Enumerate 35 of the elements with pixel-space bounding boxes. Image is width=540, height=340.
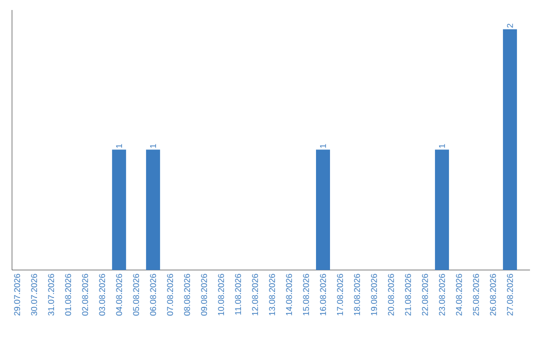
x-tick-label: 25.08.2026 [472,274,479,316]
x-tick-label: 02.08.2026 [82,274,88,316]
x-tick-label: 27.08.2026 [506,274,513,316]
x-tick-label: 24.08.2026 [456,274,462,316]
x-tick-label: 30.07.2026 [31,274,38,316]
x-tick-label: 12.08.2026 [252,274,258,316]
data-label: 1 [439,144,445,148]
x-tick-label: 29.07.2026 [14,274,20,316]
x-tick-label: 11.08.2026 [235,274,242,315]
x-tick-label: 21.08.2026 [404,274,411,316]
x-tick-label: 04.08.2026 [116,274,122,316]
x-tick-label: 01.08.2026 [65,274,72,316]
x-tick-label: 13.08.2026 [269,274,276,316]
x-tick-label: 31.07.2026 [48,274,54,316]
x-tick-label: 07.08.2026 [167,274,174,316]
x-tick-label: 19.08.2026 [371,274,377,316]
x-tick-label: 05.08.2026 [133,274,140,316]
x-tick-label: 18.08.2026 [354,274,360,316]
x-tick-label: 22.08.2026 [422,274,428,316]
data-label: 1 [150,144,156,148]
x-tick-label: 14.08.2026 [286,274,292,316]
x-tick-label: 10.08.2026 [218,274,224,316]
x-tick-label: 06.08.2026 [150,274,156,316]
x-tick-label: 08.08.2026 [184,274,190,316]
x-tick-label: 16.08.2026 [320,274,326,316]
data-label: 1 [320,144,326,148]
x-tick-label: 15.08.2026 [303,274,310,316]
data-label: 2 [507,24,513,28]
x-tick-label: 20.08.2026 [388,274,394,316]
x-tick-label: 17.08.2026 [337,274,343,316]
x-tick-label: 23.08.2026 [438,274,445,316]
x-tick-label: 03.08.2026 [99,274,106,316]
x-tick-label: 26.08.2026 [490,274,496,316]
x-tick-label: 09.08.2026 [201,274,208,316]
data-label: 1 [116,144,122,148]
